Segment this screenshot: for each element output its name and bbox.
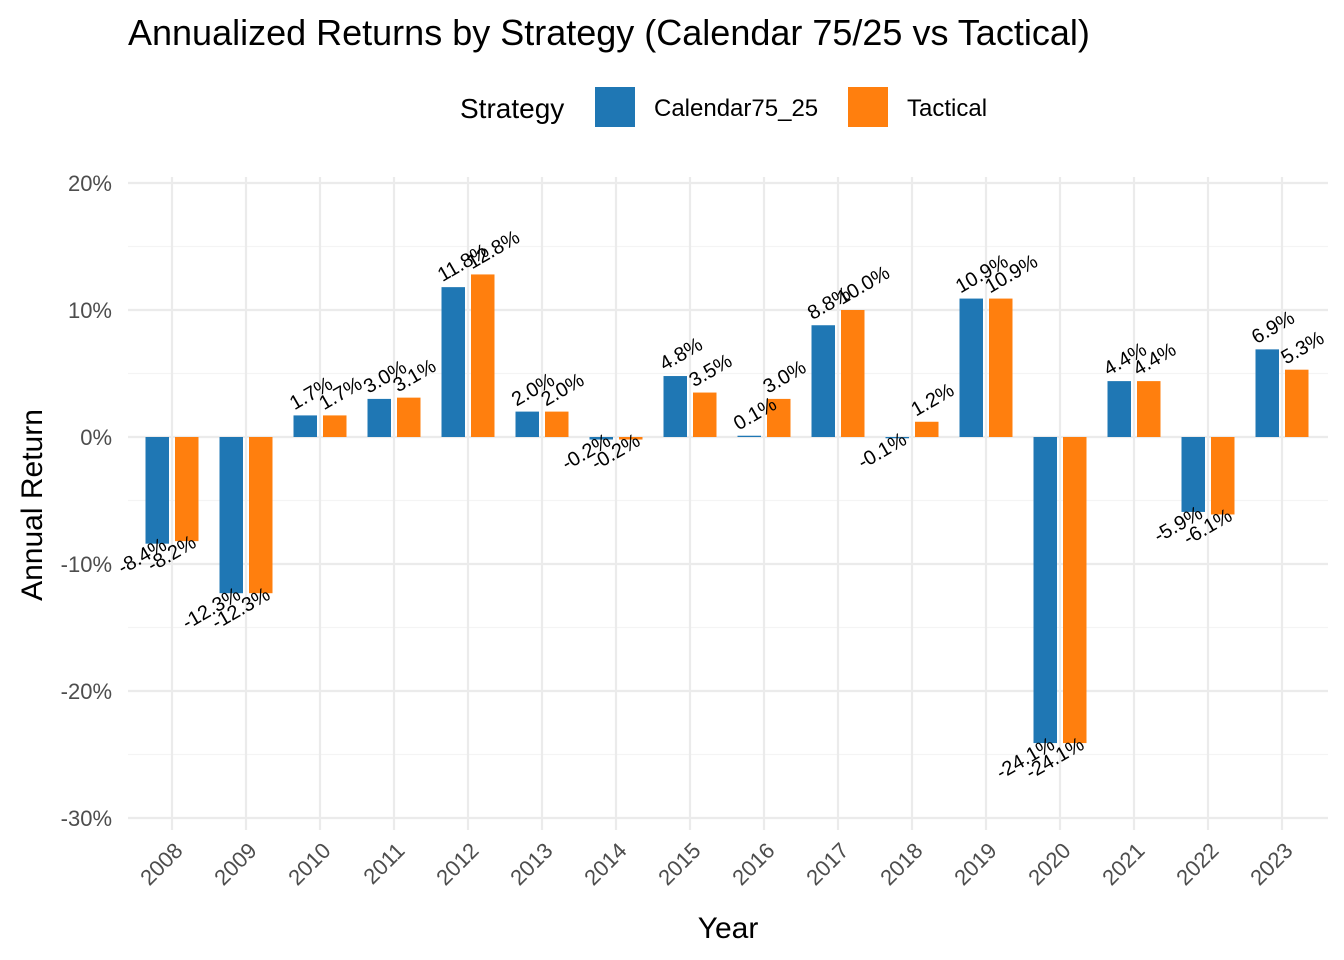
bar-calendar75-25-2008 — [145, 437, 169, 544]
bar-calendar75-25-2010 — [293, 415, 317, 437]
data-label-tactical-2018: 1.2% — [908, 379, 959, 421]
bar-calendar75-25-2016 — [737, 435, 761, 437]
bar-tactical-2022 — [1211, 437, 1235, 515]
y-axis-ticks: -30% -20% -10% 0% 10% 20% — [61, 171, 112, 831]
bar-calendar75-25-2015 — [663, 376, 687, 437]
bar-tactical-2008 — [175, 437, 199, 542]
bar-calendar75-25-2014 — [589, 437, 613, 440]
bar-tactical-2020 — [1063, 437, 1087, 744]
x-tick-label: 2023 — [1245, 838, 1297, 890]
y-tick-label: -30% — [61, 806, 112, 831]
data-label-tactical-2017: 10.0% — [834, 262, 894, 310]
bar-tactical-2014 — [619, 437, 643, 440]
x-axis-title: Year — [698, 912, 759, 945]
x-tick-label: 2016 — [727, 838, 779, 890]
bar-tactical-2018 — [915, 421, 939, 437]
bar-calendar75-25-2011 — [367, 398, 391, 437]
bar-calendar75-25-2009 — [219, 437, 243, 594]
bar-tactical-2016 — [767, 398, 791, 437]
bars — [145, 274, 1309, 744]
y-tick-label: 0% — [80, 425, 112, 450]
y-tick-label: 10% — [68, 298, 112, 323]
x-tick-label: 2015 — [653, 838, 705, 890]
x-tick-label: 2009 — [209, 838, 261, 890]
x-tick-label: 2019 — [949, 838, 1001, 890]
y-axis-title: Annual Return — [16, 409, 49, 601]
x-tick-label: 2022 — [1171, 838, 1223, 890]
x-tick-label: 2020 — [1023, 838, 1075, 890]
data-label-tactical-2016: 3.0% — [760, 356, 811, 398]
legend-title: Strategy — [460, 93, 564, 124]
bar-calendar75-25-2013 — [515, 411, 539, 437]
bar-tactical-2010 — [323, 415, 347, 437]
data-label-tactical-2012: 12.8% — [464, 226, 524, 274]
bar-tactical-2012 — [471, 274, 495, 437]
bar-tactical-2011 — [397, 397, 421, 437]
legend-label: Calendar75_25 — [654, 95, 818, 122]
bar-tactical-2013 — [545, 411, 569, 437]
legend-item-calendar75-25: Calendar75_25 — [595, 87, 818, 127]
legend-swatch — [595, 87, 635, 127]
bar-tactical-2019 — [989, 298, 1013, 437]
bar-tactical-2009 — [249, 437, 273, 594]
x-tick-label: 2008 — [135, 838, 187, 890]
x-tick-label: 2012 — [431, 838, 483, 890]
bar-calendar75-25-2017 — [811, 325, 835, 437]
x-tick-label: 2021 — [1097, 838, 1149, 890]
x-tick-label: 2011 — [358, 838, 409, 889]
x-tick-label: 2014 — [579, 838, 631, 890]
x-tick-label: 2018 — [875, 838, 927, 890]
bar-calendar75-25-2022 — [1181, 437, 1205, 512]
legend-item-tactical: Tactical — [848, 87, 987, 127]
bar-calendar75-25-2020 — [1033, 437, 1057, 744]
bar-tactical-2017 — [841, 310, 865, 437]
legend-swatch — [848, 87, 888, 127]
bar-calendar75-25-2021 — [1107, 381, 1131, 437]
y-tick-label: 20% — [68, 171, 112, 196]
bar-tactical-2021 — [1137, 381, 1161, 437]
x-tick-label: 2010 — [283, 838, 335, 890]
bar-calendar75-25-2019 — [959, 298, 983, 437]
bar-calendar75-25-2012 — [441, 287, 465, 437]
bar-calendar75-25-2023 — [1255, 349, 1279, 437]
x-tick-label: 2017 — [801, 838, 853, 890]
y-tick-label: -10% — [61, 552, 112, 577]
bar-tactical-2023 — [1285, 369, 1309, 437]
bar-calendar75-25-2018 — [885, 437, 909, 439]
bar-tactical-2015 — [693, 392, 717, 437]
y-tick-label: -20% — [61, 679, 112, 704]
chart-title: Annualized Returns by Strategy (Calendar… — [128, 12, 1090, 53]
legend-label: Tactical — [907, 95, 987, 122]
x-tick-label: 2013 — [505, 838, 557, 890]
legend: Strategy Calendar75_25 Tactical — [460, 87, 987, 127]
x-axis-ticks: 2008 2009 2010 2011 2012 2013 2014 2015 2016 2017… — [135, 838, 1297, 890]
grid — [128, 177, 1328, 830]
